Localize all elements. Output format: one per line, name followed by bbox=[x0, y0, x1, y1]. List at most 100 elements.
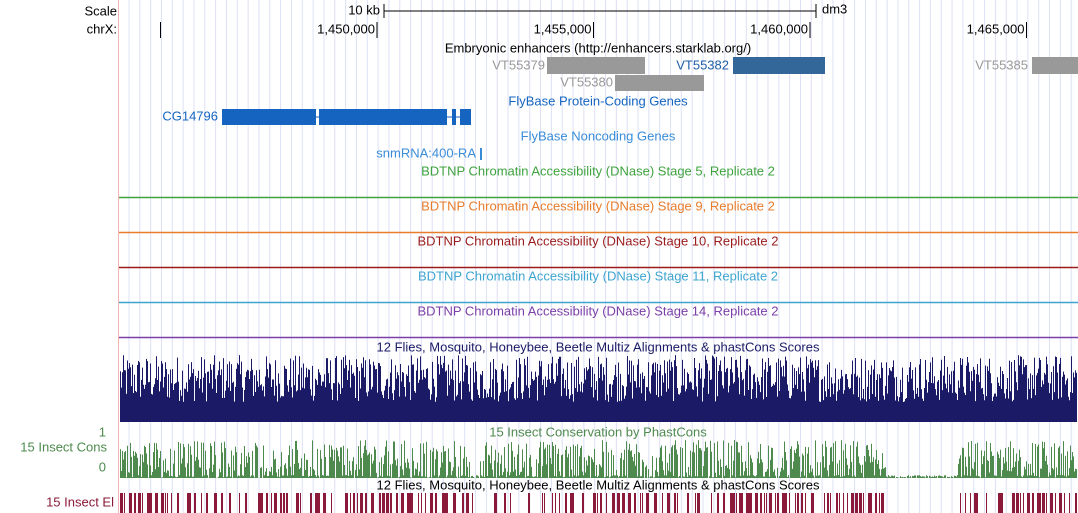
element bbox=[1050, 493, 1053, 513]
element bbox=[881, 493, 884, 513]
enhancer-label: VT55382 bbox=[676, 57, 729, 72]
element bbox=[960, 493, 961, 513]
element bbox=[617, 493, 620, 513]
element bbox=[430, 493, 433, 513]
element bbox=[782, 493, 784, 513]
element bbox=[421, 493, 422, 513]
track-title: 12 Flies, Mosquito, Honeybee, Beetle Mul… bbox=[377, 339, 820, 354]
gene-label: snmRNA:400-RA bbox=[376, 145, 476, 160]
element bbox=[863, 493, 864, 513]
element bbox=[646, 493, 648, 513]
element bbox=[362, 493, 363, 513]
element bbox=[711, 493, 712, 513]
element bbox=[167, 493, 168, 513]
element bbox=[466, 493, 469, 513]
element bbox=[401, 493, 404, 513]
element bbox=[766, 493, 767, 513]
element bbox=[1012, 493, 1015, 513]
element bbox=[736, 493, 737, 513]
element bbox=[418, 493, 419, 513]
element bbox=[597, 493, 598, 513]
element bbox=[1037, 493, 1040, 513]
element bbox=[827, 493, 829, 513]
element bbox=[365, 493, 367, 513]
element bbox=[544, 493, 545, 513]
element bbox=[687, 493, 689, 513]
element bbox=[129, 493, 132, 513]
element bbox=[296, 493, 299, 513]
element bbox=[345, 493, 348, 513]
element bbox=[390, 493, 392, 513]
elements-signal bbox=[120, 493, 1077, 513]
track-title: BDTNP Chromatin Accessibility (DNase) St… bbox=[418, 268, 778, 283]
ruler-label: 1,455,000 bbox=[534, 21, 592, 36]
element bbox=[674, 493, 676, 513]
track-title: BDTNP Chromatin Accessibility (DNase) St… bbox=[417, 303, 778, 318]
element bbox=[1032, 493, 1034, 513]
element bbox=[699, 493, 700, 513]
element bbox=[769, 493, 772, 513]
element bbox=[582, 493, 584, 513]
element bbox=[310, 493, 312, 513]
element bbox=[667, 493, 670, 513]
element bbox=[612, 493, 615, 513]
element bbox=[555, 493, 556, 513]
element bbox=[134, 493, 136, 513]
element bbox=[155, 493, 157, 513]
element bbox=[622, 493, 625, 513]
element bbox=[739, 493, 742, 513]
dnase-tracks: BDTNP Chromatin Accessibility (DNase) St… bbox=[119, 163, 1078, 339]
element bbox=[1055, 493, 1056, 513]
element bbox=[201, 493, 202, 513]
element bbox=[662, 493, 663, 513]
element bbox=[1059, 493, 1062, 513]
element bbox=[496, 493, 497, 513]
element bbox=[640, 493, 641, 513]
element bbox=[190, 493, 191, 513]
element bbox=[859, 493, 862, 513]
element bbox=[552, 493, 553, 513]
enhancer-label: VT55379 bbox=[492, 57, 545, 72]
element bbox=[274, 493, 277, 513]
element bbox=[258, 493, 261, 513]
track-title: 12 Flies, Mosquito, Honeybee, Beetle Mul… bbox=[377, 477, 820, 492]
element bbox=[472, 493, 473, 513]
element bbox=[214, 493, 216, 513]
element bbox=[741, 493, 743, 513]
element bbox=[565, 493, 567, 513]
element bbox=[280, 493, 282, 513]
element bbox=[1069, 493, 1070, 513]
element bbox=[570, 493, 572, 513]
element bbox=[286, 493, 288, 513]
element bbox=[410, 493, 413, 513]
cons-signal bbox=[120, 440, 1077, 478]
element bbox=[147, 493, 150, 513]
element bbox=[542, 493, 543, 513]
element bbox=[732, 493, 735, 513]
signal bbox=[120, 355, 1077, 422]
element bbox=[775, 493, 776, 513]
element bbox=[595, 493, 596, 513]
element bbox=[836, 493, 838, 513]
element bbox=[266, 493, 268, 513]
element bbox=[161, 493, 164, 513]
element bbox=[315, 493, 317, 513]
axis-min: 0 bbox=[99, 459, 106, 474]
ruler: 1,450,000 1,455,000 1,460,000 1,465,000 bbox=[317, 21, 1027, 38]
enhancer bbox=[733, 57, 825, 74]
element bbox=[245, 493, 247, 513]
signal bbox=[120, 440, 1077, 478]
element bbox=[642, 493, 643, 513]
element bbox=[171, 493, 172, 513]
element bbox=[746, 493, 749, 513]
element bbox=[970, 493, 971, 513]
element bbox=[851, 493, 854, 513]
element bbox=[371, 493, 374, 513]
element bbox=[717, 493, 719, 513]
element bbox=[1020, 493, 1021, 513]
element bbox=[777, 493, 779, 513]
element bbox=[801, 493, 803, 513]
element bbox=[1040, 493, 1041, 513]
element bbox=[300, 493, 301, 513]
element bbox=[839, 493, 840, 513]
